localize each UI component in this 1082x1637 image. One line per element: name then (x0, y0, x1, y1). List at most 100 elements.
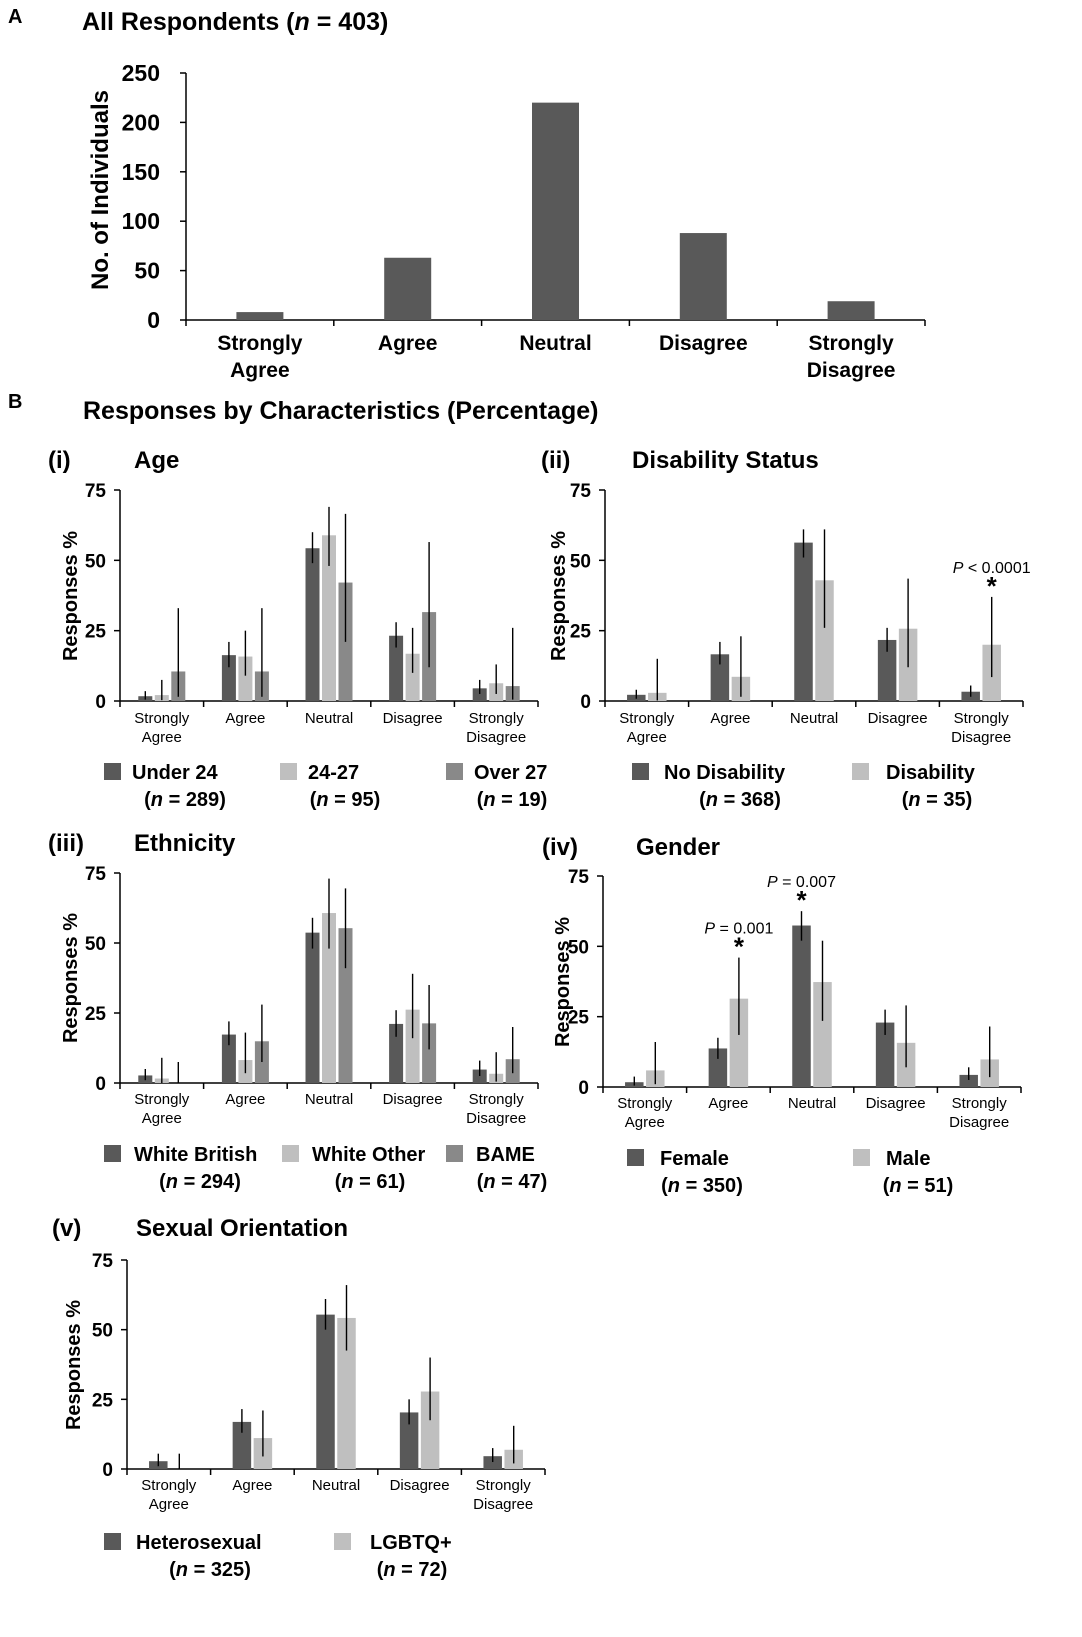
legend-n: (n = 61) (335, 1171, 406, 1193)
legend-label: BAME (476, 1144, 535, 1166)
legend-swatch (282, 1145, 299, 1162)
legend-n-symbol: n (316, 789, 328, 811)
bar-disability-2-1 (815, 580, 834, 701)
chart-ethnicity-roman: (iii) (48, 830, 84, 857)
title-part: n (295, 8, 310, 36)
legend-label: No Disability (664, 762, 786, 784)
y-tick-label: 150 (122, 159, 160, 185)
legend-n-symbol: n (483, 789, 495, 811)
legend-n-symbol: n (706, 789, 718, 811)
legend-n-close: ) (399, 1171, 406, 1193)
y-tick-label: 75 (85, 864, 107, 885)
legend-n-close: ) (441, 1559, 448, 1581)
legend-n-open: ( (883, 1175, 890, 1197)
legend-n: (n = 350) (661, 1175, 743, 1197)
chart-all: All Respondents (n = 403) No. of Individu… (82, 8, 926, 382)
panel-b-label: B (8, 391, 22, 413)
legend-n-eq: = (496, 789, 519, 811)
legend-n-open: ( (310, 789, 317, 811)
legend-label: Over 27 (474, 762, 547, 784)
y-tick-label: 75 (85, 481, 107, 502)
legend-swatch (104, 1145, 121, 1162)
x-tick-label: Agree (149, 1496, 189, 1513)
x-tick-label: Disagree (949, 1114, 1009, 1131)
p-value-label: P = 0.001 (704, 921, 773, 938)
bar-ethnicity-3-0 (389, 1023, 404, 1083)
y-tick-label: 100 (122, 208, 160, 234)
y-tick-label: 0 (95, 692, 106, 713)
legend-n-open: ( (169, 1559, 176, 1581)
p-value-part: P (704, 921, 715, 938)
panel-a-label: A (8, 6, 22, 28)
x-tick-label: Strongly (141, 1477, 197, 1494)
legend-n-close: ) (244, 1559, 251, 1581)
legend-n-open: ( (335, 1171, 342, 1193)
legend-swatch (334, 1533, 351, 1550)
legend-n-close: ) (541, 789, 548, 811)
p-value-label: P < 0.0001 (953, 560, 1031, 577)
x-tick-label: Agree (625, 1114, 665, 1131)
chart-all-title: All Respondents (n = 403) (82, 8, 388, 36)
y-axis-label: Responses % (60, 531, 82, 661)
x-tick-label: Strongly (809, 332, 894, 355)
chart-age-roman: (i) (48, 447, 71, 474)
bar-disability-2-0 (794, 542, 813, 701)
legend-label: Under 24 (132, 762, 218, 784)
chart-sexual-roman: (v) (52, 1215, 81, 1242)
x-tick-label: Disagree (466, 729, 526, 746)
legend-n-symbol: n (908, 789, 920, 811)
legend-n-eq: = (329, 789, 352, 811)
legend-n-symbol: n (483, 1171, 495, 1193)
y-tick-label: 50 (568, 937, 589, 958)
significance-star: * (734, 932, 745, 962)
chart-disability-title: Disability Status (632, 447, 819, 474)
title-part: = 403) (310, 8, 389, 36)
legend-n-value: 294 (201, 1171, 235, 1193)
x-tick-label: Strongly (469, 710, 525, 727)
y-tick-label: 50 (134, 258, 160, 284)
bar-ethnicity-2-0 (305, 932, 320, 1083)
legend-n-open: ( (159, 1171, 166, 1193)
legend-n-symbol: n (341, 1171, 353, 1193)
p-value-part: = 0.007 (778, 874, 836, 891)
y-tick-label: 0 (147, 307, 160, 333)
bar-ethnicity-3-2 (422, 1023, 437, 1083)
bar-sexual-1-0 (232, 1421, 252, 1469)
legend-n-eq: = (188, 1559, 211, 1581)
legend-n-eq: = (902, 1175, 925, 1197)
bar-sexual-2-1 (337, 1317, 356, 1469)
bar-disability-1-0 (710, 654, 730, 701)
legend-swatch (446, 1145, 463, 1162)
legend-n-symbol: n (151, 789, 163, 811)
legend-n: (n = 368) (699, 789, 781, 811)
legend-n-value: 47 (518, 1171, 540, 1193)
x-tick-label: Neutral (305, 1091, 353, 1108)
y-axis-label: Responses % (552, 917, 574, 1047)
chart-gender-title: Gender (636, 834, 720, 861)
legend-n: (n = 19) (477, 789, 548, 811)
bar-all-1-0 (384, 257, 432, 320)
legend-n-eq: = (496, 1171, 519, 1193)
legend-swatch (104, 1533, 121, 1550)
legend-n-open: ( (144, 789, 151, 811)
legend-swatch (632, 763, 649, 780)
legend-n-close: ) (774, 789, 781, 811)
legend-n-open: ( (661, 1175, 668, 1197)
y-tick-label: 25 (92, 1390, 114, 1411)
legend-swatch (853, 1149, 870, 1166)
y-tick-label: 0 (102, 1460, 113, 1481)
chart-gender: (iv) Gender Responses % 0 25 50 75 Strongly Agre… (542, 834, 1022, 1197)
x-tick-label: Agree (232, 1477, 272, 1494)
y-tick-label: 0 (580, 692, 591, 713)
legend-n-eq: = (354, 1171, 377, 1193)
x-tick-label: Strongly (617, 1095, 673, 1112)
y-tick-label: 25 (568, 1008, 590, 1029)
p-value-label: P = 0.007 (767, 874, 836, 891)
y-tick-label: 75 (570, 481, 592, 502)
legend-n-symbol: n (166, 1171, 178, 1193)
chart-sexual: (v) Sexual Orientation Responses % 0 25 50 75 S… (52, 1215, 546, 1581)
bar-age-4-0 (472, 688, 487, 701)
p-value-part: < 0.0001 (963, 560, 1030, 577)
legend-n: (n = 95) (310, 789, 381, 811)
